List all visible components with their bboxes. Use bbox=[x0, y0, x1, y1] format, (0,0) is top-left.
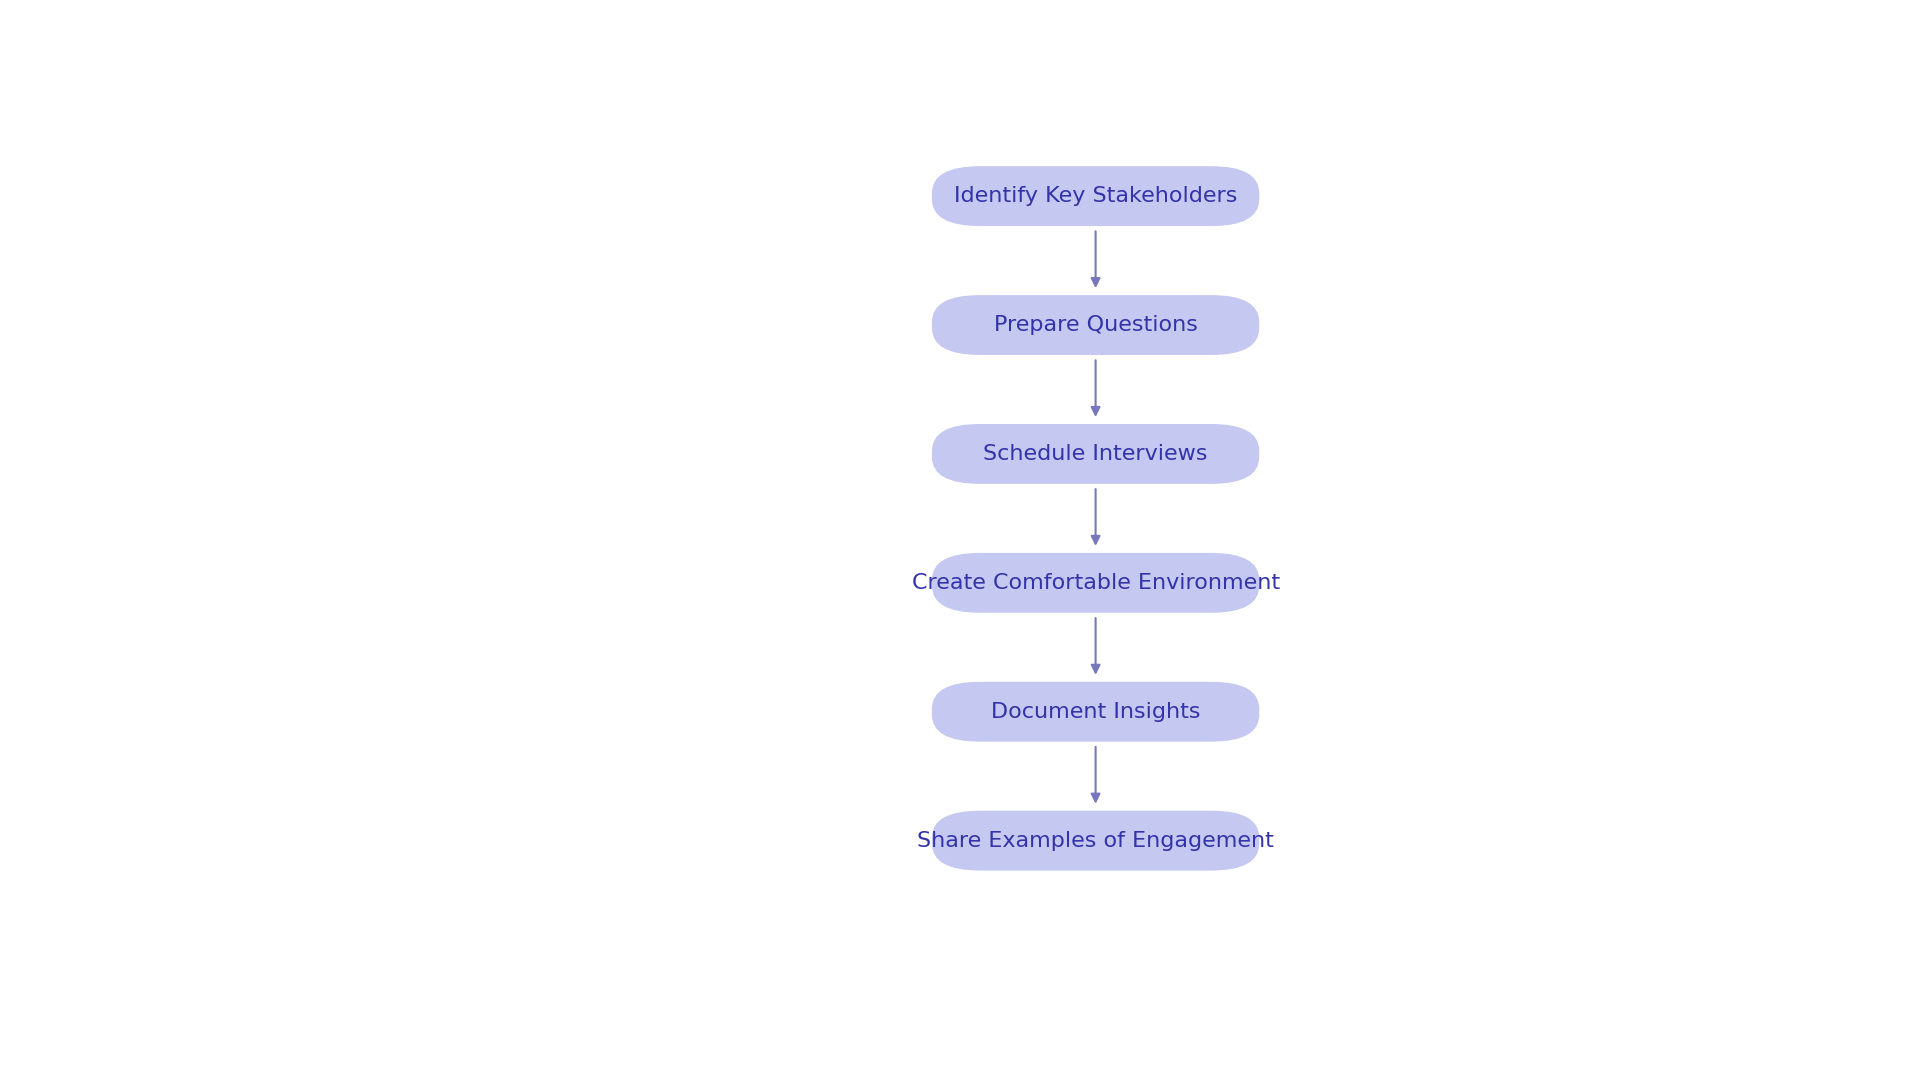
Text: Identify Key Stakeholders: Identify Key Stakeholders bbox=[954, 186, 1236, 206]
FancyBboxPatch shape bbox=[931, 681, 1260, 742]
Text: Document Insights: Document Insights bbox=[991, 702, 1200, 721]
FancyBboxPatch shape bbox=[931, 424, 1260, 484]
Text: Prepare Questions: Prepare Questions bbox=[995, 315, 1198, 335]
FancyBboxPatch shape bbox=[931, 166, 1260, 226]
FancyBboxPatch shape bbox=[931, 295, 1260, 355]
Text: Share Examples of Engagement: Share Examples of Engagement bbox=[918, 831, 1275, 851]
FancyBboxPatch shape bbox=[931, 553, 1260, 612]
Text: Create Comfortable Environment: Create Comfortable Environment bbox=[912, 572, 1279, 593]
FancyBboxPatch shape bbox=[931, 811, 1260, 870]
Text: Schedule Interviews: Schedule Interviews bbox=[983, 444, 1208, 464]
